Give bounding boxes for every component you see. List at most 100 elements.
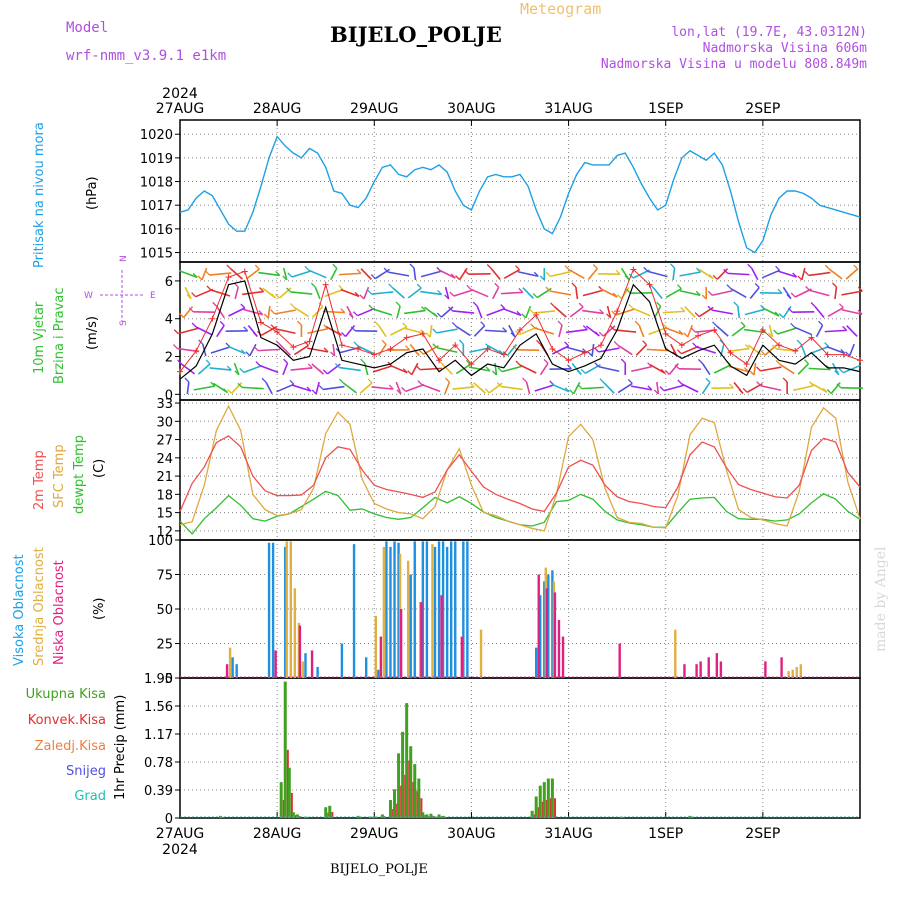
wind-barb bbox=[407, 287, 422, 299]
wind-barb bbox=[777, 327, 797, 335]
precip-bar-total bbox=[534, 796, 538, 818]
wind-gust-marker bbox=[403, 334, 410, 341]
wind-barb-tip bbox=[749, 370, 755, 376]
wind-barb bbox=[487, 344, 504, 356]
wind-barb-tip bbox=[582, 325, 588, 331]
precip-legend-label: Snijeg bbox=[66, 764, 106, 779]
temp-axis-label: dewpt Temp bbox=[72, 435, 87, 514]
wind-barb-tip bbox=[775, 359, 781, 365]
wind-barb bbox=[554, 306, 567, 318]
wind-barb-tip bbox=[323, 347, 329, 353]
wind-barb-tip bbox=[177, 359, 183, 365]
wind-barb-tip bbox=[676, 349, 682, 355]
wind-barb bbox=[265, 381, 273, 395]
wind-barb bbox=[197, 363, 211, 375]
precip-bar-total bbox=[372, 816, 376, 818]
wind-barb-tip bbox=[567, 364, 572, 370]
wind-barb bbox=[452, 310, 475, 314]
cloud-bar-high bbox=[352, 544, 356, 678]
cloud-bar-mid bbox=[795, 666, 798, 678]
wind-barb bbox=[701, 362, 711, 376]
precip-legend-label: Konvek.Kisa bbox=[28, 713, 106, 728]
wind-barb bbox=[582, 289, 603, 297]
cloud-bar-high bbox=[304, 653, 307, 678]
precip-bar-total bbox=[441, 815, 445, 818]
precip-unit-label: 1hr Precip (mm) bbox=[113, 695, 128, 800]
y-tick-label: 1.17 bbox=[144, 728, 173, 743]
wind-barb-tip bbox=[756, 366, 761, 372]
cloud-bar-high bbox=[393, 541, 396, 678]
cloud-bar-high bbox=[377, 669, 380, 678]
wind-barb-tip bbox=[804, 270, 810, 276]
precip-bar-total bbox=[324, 807, 328, 818]
wind-barb-tip bbox=[594, 331, 600, 337]
wind-barb-tip bbox=[367, 378, 373, 384]
y-tick-label: 12 bbox=[156, 525, 173, 540]
wind-barb bbox=[753, 362, 757, 376]
wind-barb-tip bbox=[227, 388, 232, 394]
wind-barb bbox=[656, 381, 660, 395]
temp-axis-label: 2m Temp bbox=[32, 450, 47, 510]
wind-barb-tip bbox=[219, 320, 225, 326]
wind-barb-tip bbox=[172, 344, 178, 350]
wind-barb-tip bbox=[234, 370, 240, 376]
wind-barb bbox=[315, 381, 320, 395]
wind-barb-tip bbox=[518, 287, 524, 293]
wind-barb bbox=[841, 290, 863, 296]
precip-bar-total bbox=[546, 778, 550, 818]
wind-barb bbox=[672, 267, 676, 281]
wind-barb bbox=[249, 343, 257, 357]
cloud-bar-high bbox=[433, 546, 437, 678]
cloud-bar-low bbox=[274, 650, 277, 678]
wind-gust-marker bbox=[177, 368, 183, 375]
wind-barb-tip bbox=[498, 349, 504, 355]
wind-barb bbox=[575, 286, 579, 300]
temp-unit-label: (C) bbox=[92, 459, 107, 478]
y-tick-label: 1020 bbox=[140, 128, 173, 143]
precip-bar-total bbox=[283, 681, 287, 818]
y-tick-label: 25 bbox=[156, 638, 173, 653]
cloud-bar-low bbox=[683, 664, 686, 678]
y-tick-label: 6 bbox=[165, 275, 173, 290]
cloud-bar-mid bbox=[289, 541, 292, 678]
precip-bar-total bbox=[433, 816, 437, 818]
precip-bar-total bbox=[429, 813, 433, 818]
wind-barb-tip bbox=[647, 385, 653, 391]
wind-gust-marker bbox=[484, 345, 491, 352]
wind-barb-tip bbox=[322, 369, 328, 375]
wind-barb bbox=[330, 267, 338, 281]
wind-barb bbox=[293, 306, 309, 318]
wind-barb-tip bbox=[514, 330, 520, 336]
wind-barb bbox=[551, 383, 570, 393]
wind-barb-tip bbox=[318, 302, 324, 308]
wind-barb-tip bbox=[530, 323, 536, 329]
wind-barb-tip bbox=[388, 283, 394, 289]
wind-barb-tip bbox=[472, 301, 478, 307]
wind-barb bbox=[663, 384, 684, 392]
wind-barb bbox=[458, 267, 468, 281]
wind-barb-tip bbox=[545, 271, 551, 277]
wind-barbs bbox=[172, 263, 863, 395]
x-tick-label-top: 2SEP bbox=[745, 101, 780, 117]
wind-barb bbox=[517, 270, 539, 278]
wind-gust-marker bbox=[322, 281, 329, 288]
compass-e: E bbox=[150, 291, 156, 301]
cloud-bar-low bbox=[379, 636, 383, 678]
wind-barb-tip bbox=[627, 378, 633, 384]
wind-gust-marker bbox=[533, 311, 540, 318]
wind-barb bbox=[810, 345, 829, 355]
x-tick-label-top: 1SEP bbox=[648, 101, 683, 117]
wind-barb-tip bbox=[577, 384, 583, 390]
wind-barb-tip bbox=[240, 303, 246, 309]
wind-barb bbox=[845, 268, 859, 280]
wind-barb-tip bbox=[615, 269, 621, 275]
wind-barb-tip bbox=[653, 389, 659, 395]
wind-barb bbox=[372, 308, 393, 316]
wind-barb-tip bbox=[307, 363, 313, 369]
wind-barb bbox=[234, 286, 239, 300]
wind-gust-marker bbox=[517, 327, 523, 334]
wind-barb bbox=[455, 363, 471, 375]
wind-barb bbox=[630, 385, 653, 391]
cloud-bar-low bbox=[399, 609, 403, 678]
precip-bar-total bbox=[421, 812, 425, 818]
